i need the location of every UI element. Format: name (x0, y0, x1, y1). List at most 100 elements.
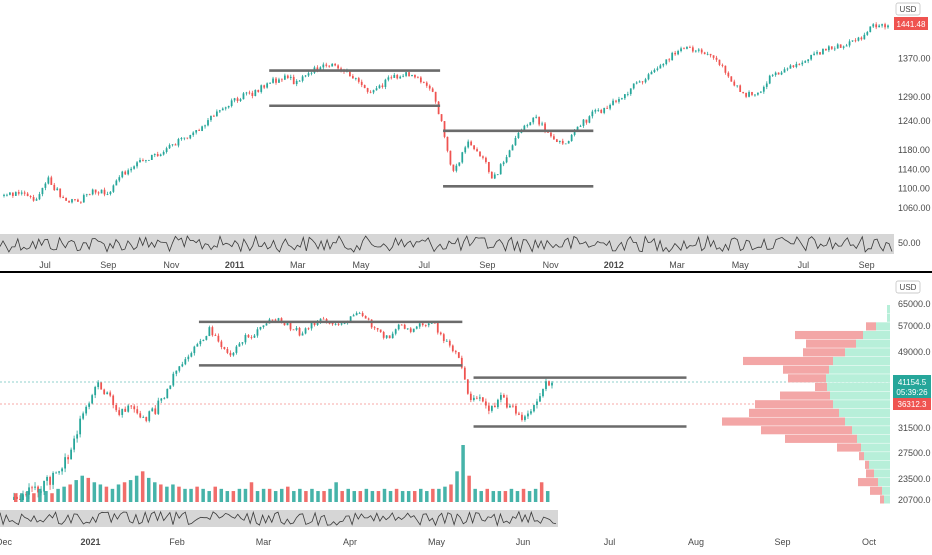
volume-bar (92, 482, 97, 502)
candle (77, 198, 79, 202)
x-axis-tick-label: May (732, 260, 750, 270)
candle-body (103, 189, 106, 195)
candle-body (256, 329, 259, 336)
candle (860, 36, 863, 41)
candle (204, 124, 206, 129)
candle-body (23, 192, 26, 194)
candle (650, 70, 653, 75)
candle-body (458, 162, 461, 166)
candle-body (44, 183, 47, 188)
candle-body (452, 164, 455, 171)
candle-body (227, 106, 230, 108)
candle-body (615, 100, 617, 102)
candle (629, 88, 632, 96)
candle-body (150, 155, 153, 160)
candle-body (172, 373, 175, 386)
volume-bar (44, 491, 48, 502)
volume-bar (243, 488, 248, 502)
y-axis-tick-label: 1290.00 (898, 92, 931, 102)
candle (524, 414, 526, 422)
candle (58, 470, 60, 475)
candle-body (207, 120, 209, 126)
volume-profile-bar-green (833, 400, 890, 409)
candle (412, 328, 415, 333)
candle (241, 342, 244, 346)
candle (466, 379, 469, 395)
candle-body (582, 119, 585, 126)
candle-body (786, 68, 789, 70)
candle-body (25, 494, 27, 496)
volume-bar (406, 491, 411, 502)
candle-body (706, 53, 709, 55)
candle-body (686, 46, 688, 49)
candle (570, 133, 573, 142)
candle (470, 140, 473, 146)
candle (272, 76, 274, 84)
candle (127, 404, 130, 413)
candle-body (112, 395, 115, 406)
candle (394, 328, 397, 336)
bottom-chart-panel[interactable]: 65000.057000.049000.039500.031500.027500… (0, 280, 931, 547)
last-price-value: 41154.5 (898, 378, 927, 387)
y-axis-tick-label: 1060.00 (898, 203, 931, 213)
candle-body (505, 157, 508, 163)
candle-body (47, 177, 50, 184)
candle-body (292, 76, 295, 85)
candle-body (530, 411, 532, 414)
x-axis-tick-label: Feb (169, 537, 185, 547)
volume-profile-bar-green (876, 322, 890, 331)
candle-body (241, 342, 244, 344)
candle (511, 144, 514, 151)
candle (223, 346, 226, 350)
candle-body (428, 85, 431, 89)
candle-body (579, 125, 582, 127)
candle (798, 63, 801, 66)
volume-profile-bar-red (803, 348, 845, 357)
candle (680, 46, 682, 53)
candle (822, 48, 824, 55)
candle (289, 321, 292, 332)
candle-body (659, 65, 662, 69)
candle-body (512, 405, 514, 407)
candle-body (430, 322, 433, 324)
candle (136, 405, 139, 415)
volume-bar (110, 488, 115, 502)
candle-body (555, 139, 558, 142)
candle (481, 397, 484, 403)
candle (424, 324, 427, 328)
candle-body (73, 438, 76, 450)
candle-body (124, 408, 127, 412)
candle-body (650, 72, 653, 75)
candle (145, 416, 148, 423)
candle-body (561, 140, 564, 144)
candle (399, 75, 402, 79)
candle (848, 39, 851, 48)
candle-body (854, 40, 857, 42)
volume-profile-bar-red (761, 426, 852, 435)
candle-body (77, 199, 79, 202)
volume-bar (467, 475, 471, 502)
volume-bar (431, 488, 435, 502)
top-chart-panel[interactable]: 1370.00 1290.00 1240.00 1180.00 1140.00 1100.… (0, 2, 931, 270)
candle (250, 335, 253, 340)
candle-body (403, 324, 406, 329)
ref-price-value: 36312.3 (898, 400, 927, 409)
volume-bar (134, 475, 139, 502)
candle-body (352, 315, 355, 317)
candle-body (109, 392, 112, 396)
candle-body (553, 136, 555, 140)
candle-body (668, 59, 671, 61)
candle (408, 71, 410, 77)
y-axis-tick-label: 1240.00 (898, 116, 931, 126)
candle (171, 144, 174, 147)
volume-bar (207, 491, 211, 502)
candle (762, 85, 765, 94)
candle (357, 76, 360, 84)
candle-body (130, 168, 133, 171)
candle (196, 342, 199, 347)
candle-body (355, 313, 358, 316)
candle-body (201, 126, 203, 131)
candle-body (431, 88, 434, 92)
candle-body (415, 326, 418, 329)
candle (612, 98, 614, 106)
